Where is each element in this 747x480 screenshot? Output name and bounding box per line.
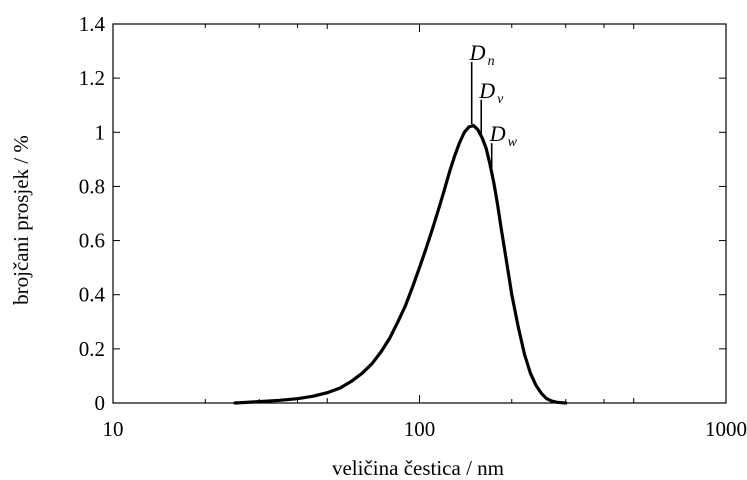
- ticks: 0 0.2 0.4 0.6 0.8 1 1.2 1.4 10 100 1000: [79, 12, 747, 441]
- y-tick-label: 1.4: [79, 12, 106, 36]
- marker-subscript-v: v: [497, 92, 504, 107]
- y-tick-label: 0.4: [79, 283, 106, 307]
- x-tick-label: 1000: [705, 417, 747, 441]
- x-tick-label: 10: [103, 417, 124, 441]
- y-axis-title: brojčani prosjek / %: [9, 135, 33, 305]
- y-tick-label: 0.2: [79, 337, 105, 361]
- marker-subscript-w: w: [508, 135, 518, 150]
- plot-frame: [112, 23, 727, 404]
- marker-subscript-n: n: [488, 54, 495, 69]
- series: [233, 123, 568, 405]
- distribution-curve: [233, 123, 568, 405]
- x-tick-label: 100: [404, 417, 436, 441]
- x-axis-title: veličina čestica / nm: [332, 456, 504, 480]
- y-tick-label: 1.2: [79, 66, 105, 90]
- y-tick-label: 0: [95, 391, 106, 415]
- y-tick-label: 0.8: [79, 174, 105, 198]
- y-tick-label: 1: [95, 120, 106, 144]
- y-tick-label: 0.6: [79, 229, 105, 253]
- axes: [112, 23, 727, 404]
